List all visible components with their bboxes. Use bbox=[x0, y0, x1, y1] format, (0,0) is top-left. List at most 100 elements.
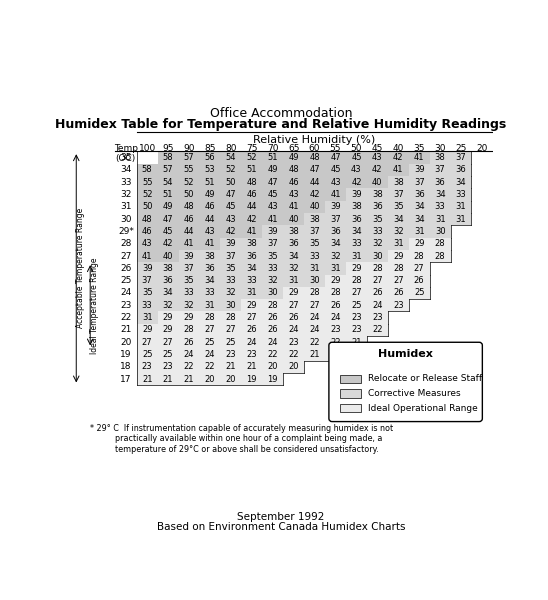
Text: Humidex Table for Temperature and Relative Humidity Readings: Humidex Table for Temperature and Relati… bbox=[55, 118, 506, 131]
Text: 49: 49 bbox=[205, 190, 215, 199]
Text: 36: 36 bbox=[456, 165, 466, 174]
Bar bbox=[262, 361, 283, 373]
Bar bbox=[388, 225, 409, 238]
Text: 47: 47 bbox=[163, 215, 173, 224]
Text: 28: 28 bbox=[267, 301, 278, 310]
Bar bbox=[220, 188, 241, 200]
Text: 31: 31 bbox=[393, 239, 403, 248]
Bar bbox=[241, 299, 262, 311]
Bar bbox=[158, 299, 179, 311]
Text: 51: 51 bbox=[267, 153, 278, 162]
Bar bbox=[430, 188, 450, 200]
Bar bbox=[346, 151, 367, 164]
Bar bbox=[136, 200, 158, 213]
Text: 31: 31 bbox=[456, 202, 466, 211]
Bar bbox=[199, 250, 220, 262]
Bar bbox=[388, 188, 409, 200]
Bar bbox=[220, 250, 241, 262]
Bar bbox=[304, 238, 325, 250]
Bar bbox=[346, 299, 367, 311]
Bar bbox=[220, 299, 241, 311]
Bar bbox=[262, 262, 283, 275]
Bar bbox=[136, 349, 158, 361]
Bar bbox=[199, 299, 220, 311]
Bar bbox=[346, 188, 367, 200]
Text: 24: 24 bbox=[309, 313, 320, 322]
Bar bbox=[220, 349, 241, 361]
Text: 51: 51 bbox=[163, 190, 173, 199]
Bar bbox=[346, 349, 367, 361]
Text: 38: 38 bbox=[393, 178, 404, 187]
Text: 29: 29 bbox=[393, 251, 403, 260]
Text: 42: 42 bbox=[163, 239, 173, 248]
Bar bbox=[450, 164, 471, 176]
Text: 41: 41 bbox=[288, 202, 299, 211]
Text: 39: 39 bbox=[351, 190, 362, 199]
Text: 36: 36 bbox=[163, 276, 174, 285]
Bar bbox=[409, 176, 430, 188]
Text: 25: 25 bbox=[205, 338, 215, 347]
Bar bbox=[241, 213, 262, 225]
Text: 22: 22 bbox=[205, 362, 215, 371]
Text: 31: 31 bbox=[330, 264, 341, 273]
Text: 20: 20 bbox=[476, 143, 488, 152]
Text: 28: 28 bbox=[309, 289, 320, 298]
Bar bbox=[241, 262, 262, 275]
Text: 34: 34 bbox=[163, 289, 173, 298]
Text: 34: 34 bbox=[456, 178, 466, 187]
Text: 36: 36 bbox=[351, 215, 362, 224]
Text: 55: 55 bbox=[184, 165, 194, 174]
Text: 35: 35 bbox=[372, 215, 383, 224]
Bar bbox=[304, 176, 325, 188]
Text: 37: 37 bbox=[267, 239, 278, 248]
Bar bbox=[179, 200, 199, 213]
Bar bbox=[283, 250, 304, 262]
Bar bbox=[158, 151, 179, 164]
Bar bbox=[158, 225, 179, 238]
Bar bbox=[430, 200, 450, 213]
Bar bbox=[262, 324, 283, 336]
Bar bbox=[241, 275, 262, 287]
Text: 28: 28 bbox=[435, 239, 446, 248]
Bar bbox=[179, 336, 199, 349]
Bar bbox=[262, 299, 283, 311]
Text: 35: 35 bbox=[184, 276, 195, 285]
Text: 32: 32 bbox=[184, 301, 195, 310]
Bar bbox=[283, 225, 304, 238]
Bar bbox=[388, 164, 409, 176]
Text: 19: 19 bbox=[247, 375, 257, 384]
Bar bbox=[283, 262, 304, 275]
Text: 45: 45 bbox=[372, 143, 383, 152]
Text: 26: 26 bbox=[267, 313, 278, 322]
Text: 43: 43 bbox=[288, 190, 299, 199]
Text: 37: 37 bbox=[309, 227, 320, 236]
Text: 27: 27 bbox=[288, 301, 299, 310]
Text: 36: 36 bbox=[414, 190, 425, 199]
Text: 39: 39 bbox=[226, 239, 236, 248]
Text: 36: 36 bbox=[330, 227, 341, 236]
Bar bbox=[304, 324, 325, 336]
Text: 20: 20 bbox=[267, 362, 278, 371]
Text: Ideal Operational Range: Ideal Operational Range bbox=[368, 404, 477, 413]
Text: 58: 58 bbox=[163, 153, 173, 162]
Bar bbox=[241, 176, 262, 188]
Bar bbox=[325, 287, 346, 299]
Bar bbox=[158, 275, 179, 287]
Bar bbox=[179, 275, 199, 287]
Bar bbox=[304, 287, 325, 299]
Text: 20: 20 bbox=[226, 375, 236, 384]
Text: 23: 23 bbox=[163, 362, 173, 371]
Bar bbox=[388, 262, 409, 275]
Bar bbox=[325, 151, 346, 164]
Text: 34: 34 bbox=[351, 227, 362, 236]
Text: 23: 23 bbox=[226, 350, 236, 359]
Bar bbox=[325, 238, 346, 250]
Text: 44: 44 bbox=[247, 202, 257, 211]
Bar bbox=[325, 164, 346, 176]
Text: 47: 47 bbox=[309, 165, 320, 174]
Bar bbox=[283, 311, 304, 324]
Text: 46: 46 bbox=[184, 215, 195, 224]
Bar bbox=[430, 151, 450, 164]
Text: 21: 21 bbox=[163, 375, 173, 384]
Text: 27: 27 bbox=[351, 289, 362, 298]
